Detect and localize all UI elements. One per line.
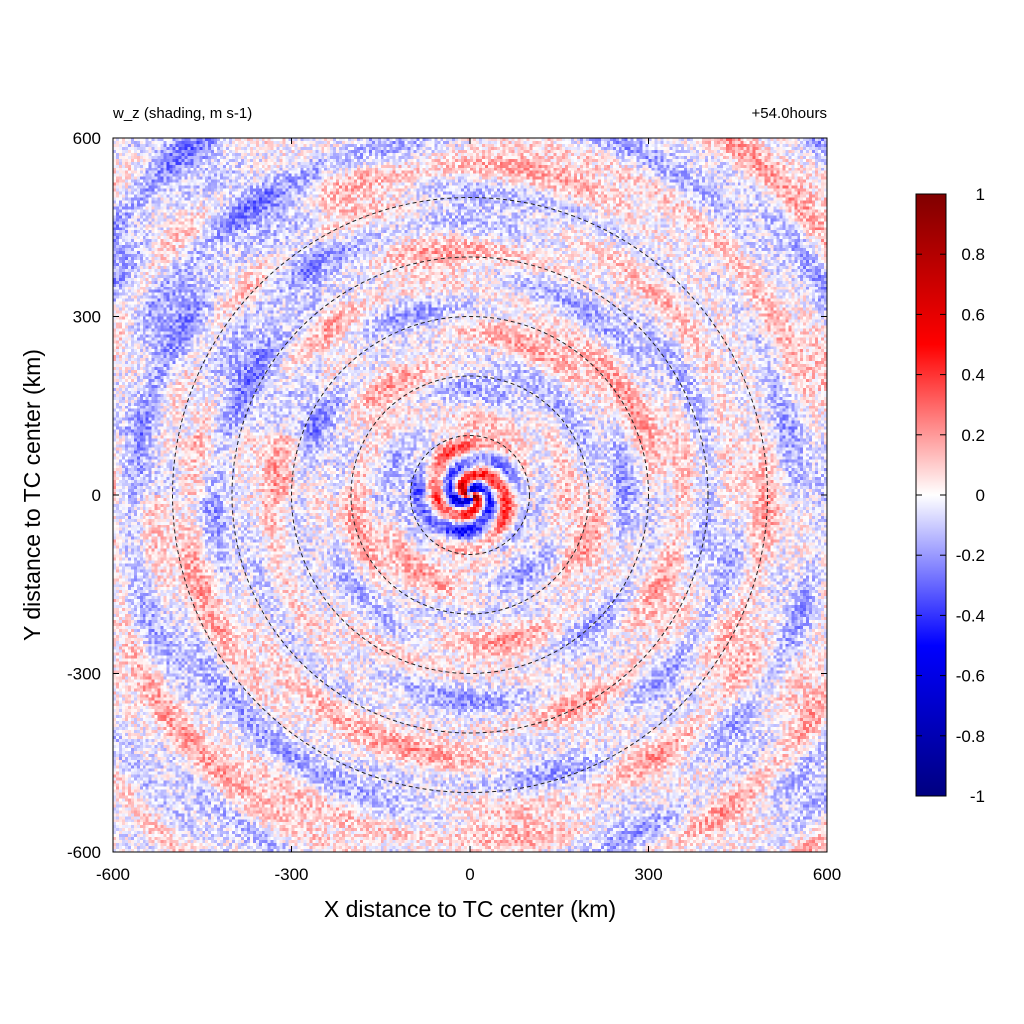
colorbar-tick-label: -0.6 — [956, 667, 985, 686]
heatmap-field — [113, 138, 827, 852]
y-axis-label: Y distance to TC center (km) — [19, 349, 45, 641]
chart-title-right: +54.0hours — [752, 105, 827, 122]
x-tick-label: 300 — [634, 865, 662, 884]
colorbar-tick-label: 0.8 — [961, 245, 985, 264]
x-tick-label: -300 — [274, 865, 308, 884]
colorbar-tick-label: 0.4 — [961, 366, 985, 385]
colorbar-tick-label: -0.2 — [956, 546, 985, 565]
x-tick-label: 600 — [813, 865, 841, 884]
y-axis: -600 -300 0 300 600 — [67, 129, 827, 862]
range-ring-500 — [172, 197, 768, 793]
range-ring-100 — [410, 435, 530, 555]
colorbar-tick-label: -0.4 — [956, 606, 985, 625]
range-ring-300 — [291, 316, 649, 674]
colorbar-tick-label: 0 — [976, 486, 985, 505]
range-ring-200 — [350, 375, 590, 615]
y-tick-label: 600 — [73, 129, 101, 148]
colorbar-ticks: 1 0.8 0.6 0.4 0.2 0 -0.2 -0.4 -0.6 -0.8 -1 — [916, 185, 985, 806]
colorbar-tick-label: 0.2 — [961, 426, 985, 445]
heatmap-image — [113, 138, 827, 852]
x-axis-label: X distance to TC center (km) — [324, 896, 616, 922]
range-rings — [172, 197, 768, 793]
y-tick-label: -300 — [67, 665, 101, 684]
y-tick-label: 300 — [73, 308, 101, 327]
colorbar-tick-label: 0.6 — [961, 305, 985, 324]
colorbar-tick-label: 1 — [976, 185, 985, 204]
x-tick-label: 0 — [465, 865, 474, 884]
y-tick-label: 0 — [92, 486, 101, 505]
chart-title-left: w_z (shading, m s-1) — [112, 105, 252, 122]
y-tick-label: -600 — [67, 843, 101, 862]
colorbar-tick-label: -1 — [970, 787, 985, 806]
range-ring-400 — [231, 256, 709, 734]
x-axis: -600 -300 0 300 600 — [96, 138, 841, 884]
colorbar-tick-label: -0.8 — [956, 727, 985, 746]
x-tick-label: -600 — [96, 865, 130, 884]
